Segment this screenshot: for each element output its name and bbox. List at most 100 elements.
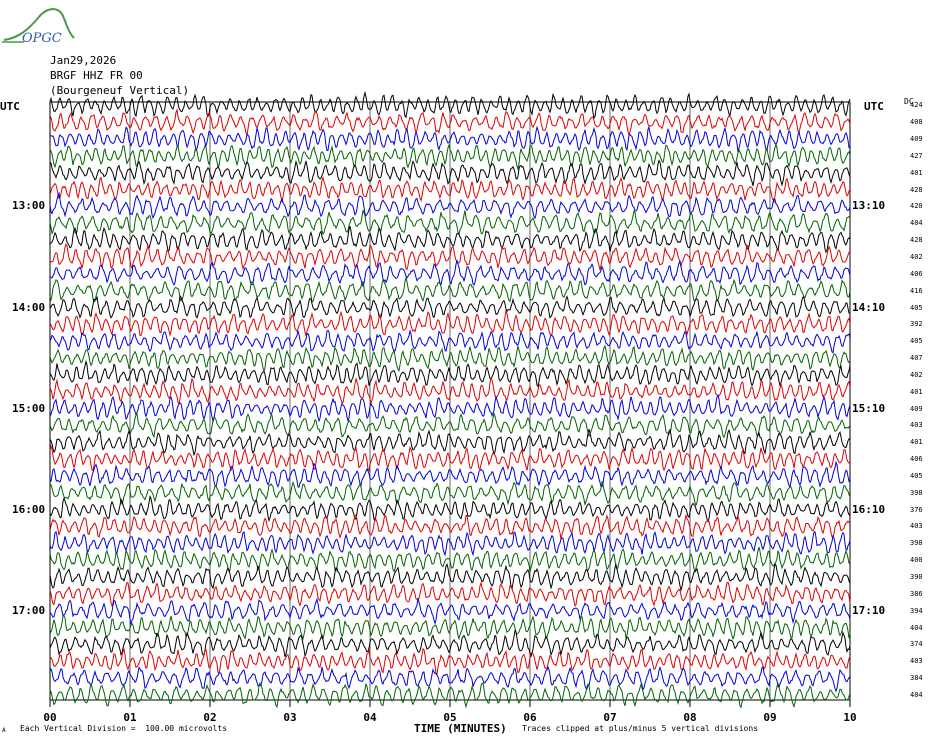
station-label: (Bourgeneuf Vertical) <box>50 84 190 97</box>
x-tick-label: 06 <box>523 711 537 724</box>
dc-offset-value: 401 <box>910 168 923 177</box>
trace-line <box>49 328 851 354</box>
x-tick-label: 01 <box>123 711 137 724</box>
x-axis-label: TIME (MINUTES) <box>414 722 507 735</box>
x-tick-label: 07 <box>603 711 617 724</box>
trace-line <box>49 480 851 507</box>
trace-line <box>49 344 851 373</box>
trace-line <box>49 629 851 658</box>
x-tick-label: 00 <box>43 711 57 724</box>
dc-offset-value: 401 <box>910 438 923 447</box>
dc-offset-value: 402 <box>910 252 923 261</box>
trace-line <box>49 108 851 137</box>
x-tick-label: 09 <box>763 711 777 724</box>
trace-line <box>49 225 851 254</box>
trace-line <box>49 647 851 675</box>
dc-offset-value: 403 <box>910 522 923 531</box>
trace-line <box>49 681 851 709</box>
logo-text: OPGC <box>22 31 62 46</box>
dc-offset-value: 390 <box>910 573 923 582</box>
trace-line <box>49 411 851 439</box>
trace-line <box>49 513 851 540</box>
left-time-label: 13:00 <box>12 199 46 213</box>
trace-line <box>49 615 851 641</box>
trace-line <box>49 277 851 303</box>
division-note: Each Vertical Division = 100.00 microvol… <box>20 724 228 733</box>
trace-line <box>49 159 851 187</box>
dc-offset-value: 409 <box>910 404 923 413</box>
left-time-label: 17:00 <box>12 603 46 617</box>
trace-line <box>49 460 851 488</box>
dc-offset-value: 394 <box>910 606 923 615</box>
dc-offset-value: 409 <box>910 135 923 144</box>
dc-offset-value: 420 <box>910 202 923 211</box>
opgc-logo: OPGC <box>0 4 75 50</box>
dc-offset-value: 406 <box>910 269 923 278</box>
dc-offset-value: 400 <box>910 556 923 565</box>
dc-offset-value: 405 <box>910 471 923 480</box>
dc-offset-value: 398 <box>910 539 923 548</box>
dc-offset-value: 402 <box>910 370 923 379</box>
trace-line <box>49 243 850 271</box>
left-time-label: 14:00 <box>12 300 46 314</box>
dc-offset-value: 404 <box>910 690 923 699</box>
dc-offset-value: 416 <box>910 286 923 295</box>
right-time-label: 14:10 <box>852 300 886 314</box>
dc-offset-value: 384 <box>910 674 923 683</box>
x-tick-label: 08 <box>683 711 697 724</box>
trace-line <box>49 444 851 473</box>
dc-offset-value: 403 <box>910 657 923 666</box>
trace-line <box>49 394 851 423</box>
trace-line <box>49 142 851 171</box>
x-tick-label: 02 <box>203 711 217 724</box>
trace-line <box>49 597 851 626</box>
trace-line <box>49 530 851 557</box>
right-time-label: 15:10 <box>852 401 886 415</box>
corner-mark: A <box>2 727 6 734</box>
dc-offset-value: 428 <box>910 236 923 245</box>
dc-offset-value: 427 <box>910 151 923 160</box>
date-label: Jan29,2026 <box>50 54 117 67</box>
dc-offset-value: 406 <box>910 455 923 464</box>
trace-line <box>49 90 851 120</box>
trace-line <box>49 176 851 204</box>
clip-note: Traces clipped at plus/minus 5 vertical … <box>522 724 759 733</box>
dc-offset-value: 407 <box>910 354 923 363</box>
trace-line <box>49 210 851 236</box>
dc-offset-value: 376 <box>910 505 923 514</box>
right-time-label: 13:10 <box>852 199 886 213</box>
trace-line <box>49 581 851 608</box>
dc-offset-value: 404 <box>910 623 923 632</box>
dc-offset-value: 386 <box>910 589 923 598</box>
dc-offset-value: 374 <box>910 640 923 649</box>
dc-offset-value: 392 <box>910 320 923 329</box>
trace-line <box>49 308 851 337</box>
x-tick-label: 10 <box>843 711 857 724</box>
trace-line <box>49 562 851 593</box>
right-time-label: 17:10 <box>852 603 886 617</box>
dc-offset-value: 405 <box>910 337 923 346</box>
channel-label: BRGF HHZ FR 00 <box>50 69 143 82</box>
trace-line <box>49 295 851 319</box>
dc-label: DC <box>904 97 914 106</box>
left-utc-label: UTC <box>0 100 20 113</box>
x-tick-label: 03 <box>283 711 297 724</box>
trace-line <box>49 546 851 573</box>
dc-offset-value: 424 <box>910 101 923 110</box>
trace-line <box>49 125 851 153</box>
x-tick-label: 05 <box>443 711 457 724</box>
trace-line <box>49 377 851 406</box>
dc-offset-value: 408 <box>910 118 923 127</box>
trace-line <box>49 665 851 693</box>
right-time-label: 16:10 <box>852 502 886 516</box>
x-tick-label: 04 <box>363 711 377 724</box>
dc-offset-value: 403 <box>910 421 923 430</box>
left-time-label: 15:00 <box>12 401 46 415</box>
trace-line <box>49 495 851 523</box>
trace-line <box>49 428 851 457</box>
right-utc-label: UTC <box>864 100 884 113</box>
left-time-label: 16:00 <box>12 502 46 516</box>
dc-offset-value: 404 <box>910 219 923 228</box>
dc-offset-value: 405 <box>910 303 923 312</box>
